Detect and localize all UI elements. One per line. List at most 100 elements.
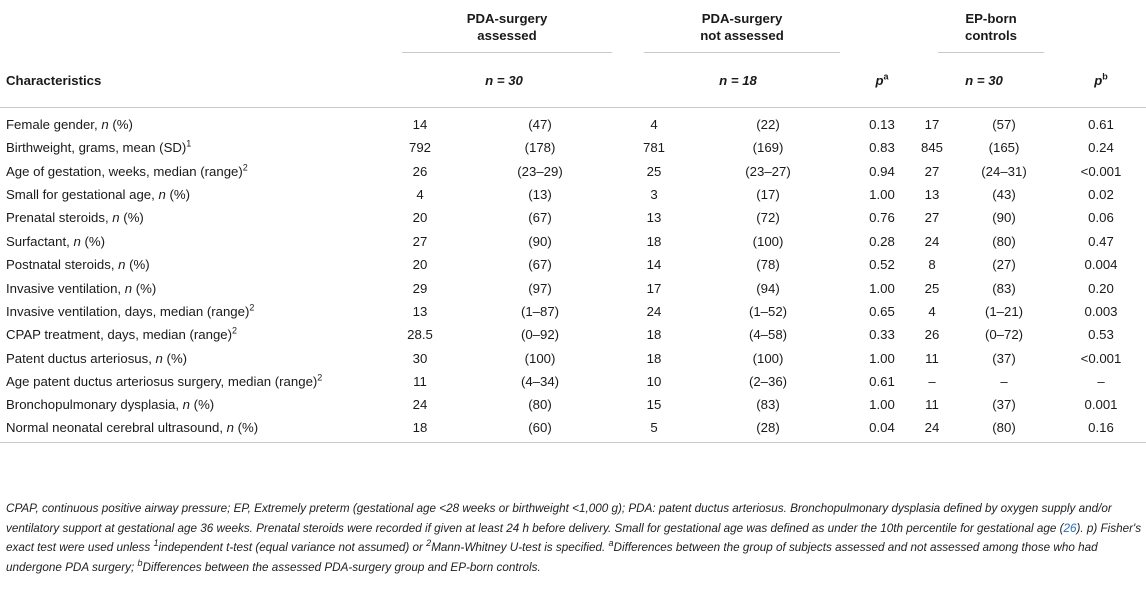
row-label-sup: 2 [242, 162, 248, 173]
p-a-value: 0.04 [852, 416, 912, 444]
p-a-value: 1.00 [869, 186, 895, 202]
not-assessed-value: 14 [646, 257, 662, 273]
footnote-part6: Differences between the assessed PDA-sur… [142, 560, 541, 574]
controls-paren: (0–72) [984, 327, 1024, 343]
not-assessed-value: 18 [646, 327, 662, 343]
not-assessed-paren: (100) [752, 233, 784, 249]
row-label-text: CPAP treatment, days, median (range) [6, 327, 233, 343]
row-label-tail: (%) [190, 397, 215, 413]
controls-value: 27 [924, 163, 940, 179]
row-label-text: Age patent ductus arteriosus surgery, me… [6, 374, 318, 390]
not-assessed-paren: (17) [756, 186, 780, 202]
controls-paren: – [1000, 374, 1008, 390]
row-label-text: Postnatal steroids, [6, 257, 119, 273]
p-b-value: 0.003 [1084, 303, 1118, 319]
not-assessed-paren: (94) [756, 280, 780, 296]
row-label-text: Small for gestational age, [6, 186, 159, 202]
p-a-value: 0.13 [869, 117, 895, 133]
assessed-paren: (100) [524, 350, 556, 366]
not-assessed-paren: (23–27) [745, 163, 791, 179]
controls-paren: (37) [992, 350, 1016, 366]
assessed-paren: (67) [528, 257, 552, 273]
controls-value: – [928, 374, 936, 390]
p-b-value: 0.24 [1088, 140, 1114, 156]
row-label-italic: n [155, 350, 163, 366]
row-label-italic: n [182, 397, 191, 413]
p-b-value: 0.004 [1084, 257, 1118, 273]
assessed-paren: (13) [528, 186, 552, 202]
controls-paren: (27) [992, 257, 1016, 273]
p-a-value: 0.65 [869, 303, 895, 319]
footnote-part1: CPAP, continuous positive airway pressur… [6, 502, 1112, 535]
row-label-italic: n [226, 420, 234, 436]
controls-value: 845 [920, 140, 943, 156]
row-label-tail: (%) [80, 233, 105, 249]
p-b-header: pb [1056, 55, 1146, 107]
controls-value: 25 [924, 280, 940, 296]
n-assessed-text: n = 30 [485, 73, 523, 89]
row-label-sup: 2 [249, 302, 255, 313]
assessed-paren: (178) [524, 140, 556, 156]
n-not-assessed: n = 18 [624, 55, 852, 107]
row-label: Age of gestation, weeks, median (range)2 [0, 159, 384, 182]
footnote-part5: Differences between the group of subject… [6, 541, 1098, 574]
assessed-paren: (67) [528, 210, 552, 226]
table-row: Invasive ventilation, n (%) 29 (97) 17 (94) 1… [0, 276, 1146, 299]
row-label: Invasive ventilation, days, median (rang… [0, 300, 384, 323]
not-assessed-value: 24 [646, 303, 662, 319]
p-b-value: <0.001 [1080, 163, 1122, 179]
assessed-paren: (1–87) [520, 303, 560, 319]
not-assessed-value: 13 [646, 210, 662, 226]
row-label-text: Normal neonatal cerebral ultrasound, [6, 420, 227, 436]
table-row: Prenatal steroids, n (%) 20 (67) 13 (72) 0.76… [0, 206, 1146, 229]
header-n-row: Characteristics n = 30 n = 18 pa n = 30 … [0, 55, 1146, 107]
p-a-value: 0.52 [869, 257, 895, 273]
footnote-part3: independent t-test (equal variance not a… [158, 541, 427, 554]
assessed-value: 29 [412, 280, 428, 296]
assessed-paren: (97) [528, 280, 552, 296]
assessed-paren: (0–92) [520, 327, 560, 343]
row-label-text: Bronchopulmonary dysplasia, [6, 397, 183, 413]
p-a-sup: a [883, 71, 889, 82]
not-assessed-value: 4 [650, 117, 658, 133]
row-label-text: Invasive ventilation, [6, 280, 125, 296]
p-a-value: 0.94 [869, 163, 895, 179]
controls-value: 24 [924, 233, 940, 249]
footnote-sup-b: b [137, 557, 143, 568]
not-assessed-value: 18 [646, 350, 662, 366]
n-assessed: n = 30 [384, 55, 624, 107]
not-assessed-value: 25 [646, 163, 662, 179]
controls-paren: (90) [992, 210, 1016, 226]
controls-paren: (37) [992, 397, 1016, 413]
assessed-value: 26 [412, 163, 428, 179]
not-assessed-paren: (22) [756, 117, 780, 133]
p-a-value: 1.00 [869, 280, 895, 296]
group1-line1: PDA-surgery [466, 10, 548, 26]
controls-value: 11 [925, 397, 939, 413]
footnote-reference-link[interactable]: 26 [1063, 521, 1077, 535]
table-row: Age patent ductus arteriosus surgery, me… [0, 370, 1146, 393]
row-label-italic: n [158, 186, 166, 202]
controls-value: 4 [928, 303, 936, 319]
p-a-value: 0.28 [869, 233, 895, 249]
not-assessed-paren: (72) [756, 210, 780, 226]
row-label-tail: (%) [132, 280, 157, 296]
row-label-text: Birthweight, grams, mean (SD) [6, 140, 187, 156]
p-a-letter: p [875, 73, 884, 89]
group1-line2: assessed [477, 27, 537, 43]
assessed-value: 27 [412, 233, 428, 249]
row-label-text: Female gender, [6, 117, 102, 133]
row-label-italic: n [118, 257, 126, 273]
p-b-value: 0.53 [1088, 327, 1114, 343]
row-label-tail: (%) [119, 210, 144, 226]
row-label: Patent ductus arteriosus, n (%) [0, 347, 384, 370]
assessed-value: 14 [412, 117, 428, 133]
p-b-value: <0.001 [1080, 350, 1122, 366]
header-group-row: PDA-surgery assessed PDA-surgery not ass… [0, 3, 1146, 55]
group2-line2: not assessed [700, 27, 784, 43]
assessed-paren: (47) [528, 117, 552, 133]
not-assessed-paren: (83) [756, 397, 780, 413]
p-b-value: 0.06 [1088, 210, 1114, 226]
row-label-sup: 1 [186, 138, 192, 149]
group-ep-controls: EP-born controls [912, 3, 1056, 55]
